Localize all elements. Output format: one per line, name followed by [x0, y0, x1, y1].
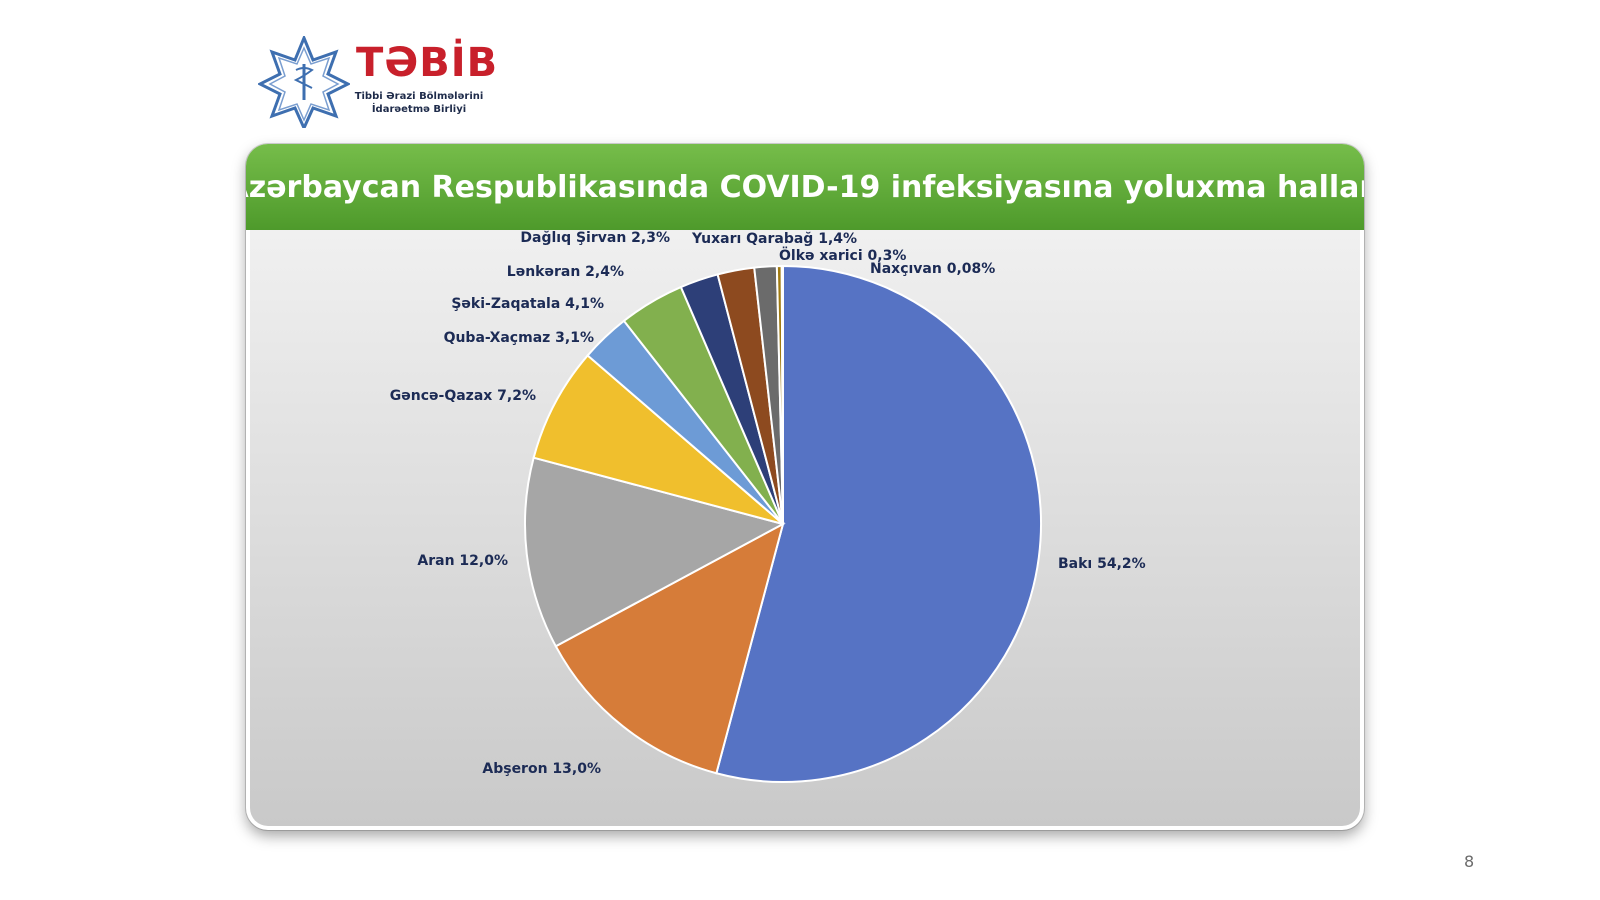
- pie-label-10: Naxçıvan 0,08%: [870, 261, 995, 277]
- pie-label-1: Abşeron 13,0%: [482, 761, 601, 777]
- logo-subtitle-line2: İdarəetmə Birliyi: [371, 104, 467, 115]
- logo-title: TƏBİB: [356, 40, 499, 86]
- pie-label-3: Gəncə-Qazax 7,2%: [390, 388, 536, 404]
- pie-label-5: Şəki-Zaqatala 4,1%: [451, 296, 604, 312]
- pie-slice-2: [524, 456, 786, 648]
- logo-subtitle-line1: Tibbi Ərazi Bölmələrini: [354, 91, 484, 102]
- chart-header: Azərbaycan Respublikasında COVID-19 infe…: [246, 144, 1364, 230]
- pie-slice-10: [780, 264, 784, 525]
- tabib-logo: TƏBİB Tibbi Ərazi Bölmələrini İdarəetmə …: [258, 36, 499, 128]
- page-number: 8: [1464, 852, 1475, 871]
- pie-label-2: Aran 12,0%: [417, 553, 508, 569]
- pie-chart: Bakı 54,2% Abşeron 13,0% Aran 12,0% Gəncə-Q…: [390, 230, 1146, 783]
- pie-label-6: Lənkəran 2,4%: [507, 264, 624, 280]
- pie-label-9: Ölkə xarici 0,3%: [779, 246, 906, 264]
- pie-labels: Bakı 54,2% Abşeron 13,0% Aran 12,0% Gəncə-Q…: [390, 230, 1146, 777]
- tabib-star-emblem-icon: [258, 36, 350, 128]
- pie-slices: [524, 264, 1042, 783]
- pie-slice-1: [554, 522, 785, 775]
- pie-label-4: Quba-Xaçmaz 3,1%: [444, 330, 594, 346]
- pie-label-0: Bakı 54,2%: [1058, 556, 1146, 572]
- pie-label-8: Yuxarı Qarabağ 1,4%: [691, 231, 857, 247]
- chart-title: Azərbaycan Respublikasında COVID-19 infe…: [246, 169, 1364, 205]
- pie-label-7: Dağlıq Şirvan 2,3%: [520, 230, 670, 246]
- pie-slice-3: [532, 354, 784, 525]
- pie-slice-0: [715, 264, 1042, 783]
- logo-subtitle: Tibbi Ərazi Bölmələrini İdarəetmə Birliy…: [354, 90, 484, 116]
